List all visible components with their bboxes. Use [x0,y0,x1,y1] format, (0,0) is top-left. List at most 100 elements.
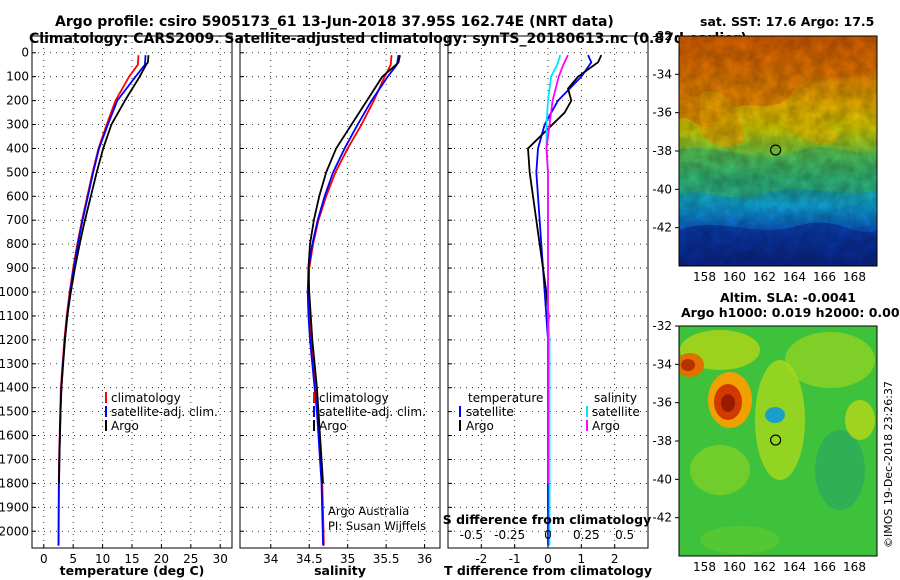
legend-label: climatology [111,391,181,405]
legend-label: temperature [468,391,543,405]
credit-argo-australia: Argo Australia [328,504,409,518]
map-lat-label: -34 [652,67,672,81]
figure-title-line2: Climatology: CARS2009. Satellite-adjuste… [29,31,747,47]
series-s-argo [545,54,569,484]
map-lon-label: 164 [783,560,806,574]
imos-watermark: ©IMOS 19-Dec-2018 23:26:37 [882,381,895,548]
argo-position-marker [769,144,782,156]
depth-tick-label: 1200 [0,333,29,347]
map-lon-label: 162 [753,560,776,574]
map-lat-label: -34 [652,357,672,371]
x-tick-label: 0 [40,552,48,566]
panel-frame [447,35,649,549]
depth-tick-label: 1500 [0,405,29,419]
x-tick-label: 2 [611,552,619,566]
sla-map-title1: Altim. SLA: -0.0041 [720,290,856,305]
s-tick-label: 0 [544,528,552,542]
legend-label: satellite-adj. clim. [319,405,426,419]
legend-label: Argo [111,419,139,433]
legend-label: Argo [592,419,620,433]
map-lon-label: 168 [843,270,866,284]
depth-tick-label: 1100 [0,309,29,323]
legend-label: climatology [319,391,389,405]
s-tick-label: 0.25 [573,528,600,542]
x-tick-label: 5 [69,552,77,566]
map-lon-label: 168 [843,560,866,574]
depth-tick-label: 1900 [0,500,29,514]
map-lat-label: -38 [652,434,672,448]
map-lon-label: 162 [753,270,776,284]
difference-profile-panel: -2 -1 0 1 2T difference from climatology [444,35,652,578]
x-tick-label: 35 [340,552,355,566]
x-tick-label: 1 [578,552,586,566]
series-satellite-adj-clim- [306,54,400,546]
depth-tick-label: 1300 [0,357,29,371]
map-lon-label: 160 [723,560,746,574]
x-axis-label: T difference from climatology [444,563,652,578]
x-axis-label: temperature (deg C) [60,563,205,578]
legend-label: satellite-adj. clim. [111,405,218,419]
map-lat-label: -42 [652,511,672,525]
x-tick-label: 20 [154,552,169,566]
temperature-profile-panel: 0 5 10 15 20 25 300100200300400500600700800900… [0,35,233,578]
legend-label: Argo [466,419,494,433]
x-axis-label: salinity [314,563,366,578]
x-tick-label: 10 [95,552,110,566]
series-satellite-adj-clim- [57,55,147,546]
map-lon-label: 158 [693,270,716,284]
series-t-satellite [535,54,593,546]
map-lon-label: 160 [723,270,746,284]
salinity-profile-panel: 34 34.5 35 35.5 36 salinity [239,35,441,578]
map-lat-label: -40 [652,182,672,196]
map-lat-label: -32 [652,29,672,43]
sst-map-title: sat. SST: 17.6 Argo: 17.5 [700,14,874,29]
legend-label: Argo [319,419,347,433]
sla-map: Altim. SLA: -0.0041 Argo h1000: 0.019 h2… [652,290,900,574]
legend-label: satellite [592,405,640,419]
depth-tick-label: 100 [6,70,29,84]
depth-tick-label: 200 [6,94,29,108]
legend-label: satellite [466,405,514,419]
x-tick-label: 25 [183,552,198,566]
depth-tick-label: 0 [21,46,29,60]
series-argo [58,55,150,484]
map-lat-label: -36 [652,396,672,410]
depth-tick-label: 900 [6,261,29,275]
map-lat-label: -32 [652,319,672,333]
s-tick-label: -0.5 [460,528,483,542]
panel-frame [31,35,233,549]
x-tick-label: -1 [509,552,521,566]
sst-map: sat. SST: 17.6 Argo: 17.5 158 160 162 164 16… [652,14,878,284]
depth-tick-label: 1400 [0,381,29,395]
argo-position-marker-sla [769,434,782,446]
map-lon-label: 164 [783,270,806,284]
s-tick-label: -0.25 [494,528,525,542]
depth-tick-label: 300 [6,118,29,132]
s-tick-label: 0.5 [615,528,634,542]
map-lat-label: -42 [652,221,672,235]
map-lat-label: -40 [652,472,672,486]
figure-title-line1: Argo profile: csiro 5905173_61 13-Jun-20… [55,14,614,30]
x-tick-label: 36 [417,552,432,566]
map-lon-label: 166 [813,270,836,284]
depth-tick-label: 1600 [0,429,29,443]
legend-label: salinity [594,391,637,405]
sla-map-title2: Argo h1000: 0.019 h2000: 0.0025 [681,305,900,320]
x-tick-label: 15 [124,552,139,566]
map-lon-label: 166 [813,560,836,574]
depth-tick-label: 500 [6,165,29,179]
map-lat-label: -36 [652,106,672,120]
depth-tick-label: 600 [6,189,29,203]
depth-tick-label: 400 [6,141,29,155]
panel-frame [239,35,441,549]
depth-tick-label: 1800 [0,476,29,490]
depth-tick-label: 1000 [0,285,29,299]
x-tick-label: 30 [213,552,228,566]
x-tick-label: 35.5 [373,552,400,566]
s-axis-label: S difference from climatology [443,512,652,527]
depth-tick-label: 2000 [0,524,29,538]
series-t-argo [527,54,603,484]
x-tick-label: 0 [544,552,552,566]
map-lat-label: -38 [652,144,672,158]
